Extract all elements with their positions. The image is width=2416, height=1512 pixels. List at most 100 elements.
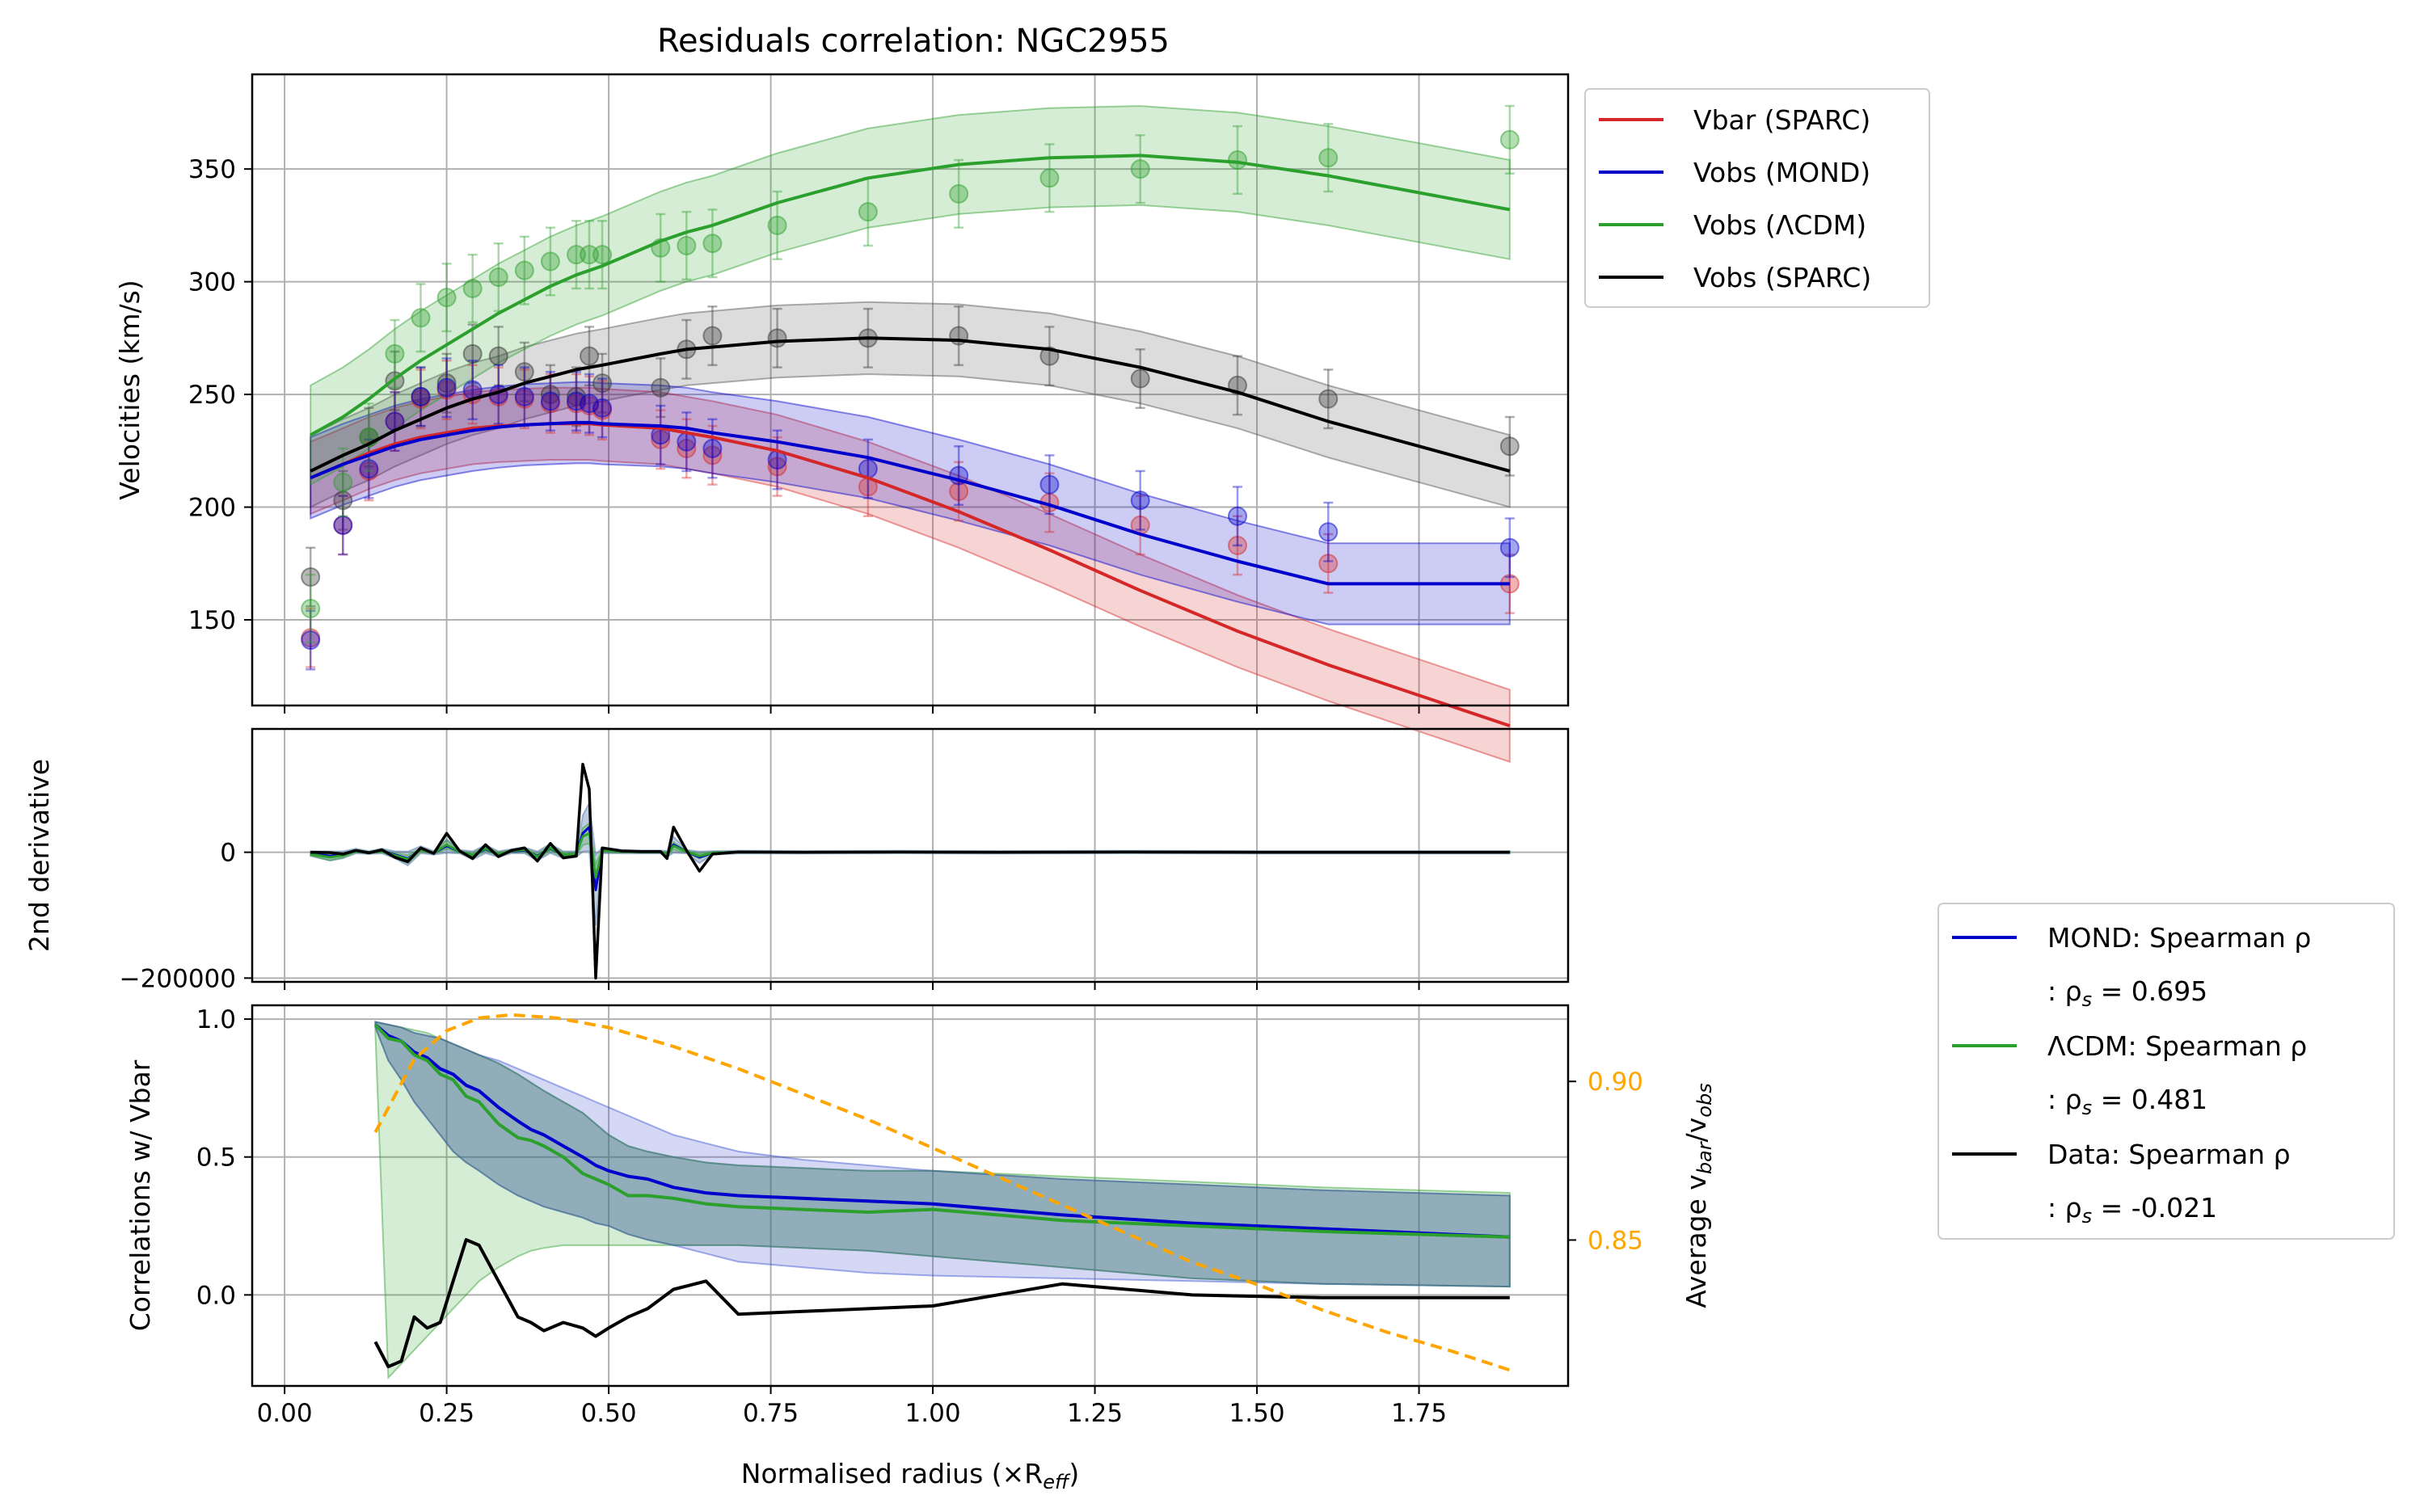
velocity-point [677,439,697,459]
velocity-ytick-label: 150 [188,606,236,635]
velocity-point [767,457,787,477]
derivative-band-mond [310,800,1511,925]
spearman-rho-value: = 0.695 [2092,975,2207,1007]
velocity-point [411,308,431,328]
velocity-point [488,346,508,366]
spearman-rho-value: = -0.021 [2092,1192,2217,1223]
velocity-point [1499,436,1520,457]
velocity-point [1227,150,1247,170]
spearman-legend-box [1937,903,2395,1240]
ratio-ytick-label: 0.90 [1587,1068,1643,1097]
correlation-xtick-label: 0.50 [581,1399,637,1428]
x-axis-label: Normalised radius (×Reff) [741,1458,1079,1493]
x-axis-label-sub: eff [1043,1471,1071,1493]
velocity-point [540,251,560,272]
spearman-rho: : ρ [2047,1084,2082,1115]
derivative-ylabel: 2nd derivative [23,759,55,952]
velocity-point [1318,522,1339,542]
velocity-ylabel: Velocities (km/s) [114,280,145,499]
velocity-point [767,328,787,348]
velocity-point [767,215,787,235]
velocity-point [488,267,508,288]
derivative-ytick-label: −200000 [120,964,236,993]
velocity-point [1039,168,1060,188]
velocity-point [462,343,483,364]
velocity-point [436,377,457,398]
velocity-point [1227,535,1247,555]
velocity-point [1130,369,1150,389]
ratio-ylabel: Average vbar/vobs [1680,1083,1716,1308]
velocity-point [858,202,878,222]
velocity-fit-line-1 [310,420,1510,586]
velocity-point [385,343,405,364]
velocity-legend-label: Vobs (MOND) [1693,157,1870,188]
correlation-line-data [373,1238,1510,1369]
spearman-rho-sub: s [2082,1097,2093,1119]
velocity-point [1130,159,1150,179]
velocity-point [462,278,483,298]
ratio-ylabel-part: obs [1693,1083,1716,1117]
velocity-point [1318,148,1339,168]
velocity-point [436,373,457,394]
velocity-point [301,599,321,619]
velocity-point [333,515,353,535]
correlation-ytick-label: 1.0 [196,1005,236,1034]
velocity-point [333,472,353,492]
velocity-point [1318,554,1339,574]
velocity-fit-line-3 [310,336,1511,473]
velocity-point [301,630,321,651]
velocity-point [1227,506,1247,526]
velocity-ytick-label: 350 [188,155,236,184]
velocity-point [592,245,613,265]
velocity-band-0 [310,386,1511,764]
velocity-point [677,432,697,452]
correlation-ylabel: Correlations w/ Vbar [124,1059,156,1331]
spearman-legend-title: MOND: Spearman ρ [2047,922,2311,954]
correlation-xtick-label: 1.00 [905,1399,961,1428]
velocity-point [1130,491,1150,511]
correlation-line-lcdm [373,1023,1510,1239]
spearman-legend-title: ΛCDM: Spearman ρ [2047,1030,2307,1062]
correlation-xtick-label: 1.25 [1067,1399,1123,1428]
velocity-point [949,183,969,204]
correlation-band-mond [374,1021,1511,1288]
correlation-line-mond [374,1023,1510,1239]
spearman-rho-value: = 0.481 [2092,1084,2207,1115]
velocity-point [677,235,697,255]
velocity-ytick-label: 300 [188,268,236,297]
velocity-legend-label: Vobs (SPARC) [1693,262,1871,293]
velocity-point [702,234,723,254]
velocity-legend: Vbar (SPARC) Vobs (MOND) Vobs (ΛCDM) Vobs (… [1584,88,1930,308]
chart-title: Residuals correlation: NGC2955 [657,23,1170,60]
velocity-point [702,445,723,465]
velocity-legend-label: Vobs (ΛCDM) [1693,209,1866,241]
velocity-point [702,439,723,459]
velocity-point [359,459,379,479]
spearman-rho: : ρ [2047,975,2082,1007]
second-derivative-panel: 0 −200000 2nd derivative [23,727,1570,993]
correlation-ytick-label: 0.5 [196,1143,236,1173]
x-axis-label-close: ) [1069,1458,1079,1489]
correlation-xtick-label: 1.75 [1391,1399,1447,1428]
velocity-point [580,346,600,366]
velocity-frame [251,73,1570,707]
spearman-legend-value: : ρs = -0.021 [2047,1192,2217,1228]
derivative-band-lcdm [310,822,1511,891]
velocity-point [592,373,613,394]
velocities-panel: 150 200 250 300 350 Velocities (km/s) [114,73,1570,764]
correlation-ytick-label: 0.0 [196,1281,236,1310]
velocity-point [702,326,723,346]
velocity-point [514,260,534,280]
correlation-xtick-label: 0.25 [419,1399,474,1428]
derivative-ytick-label: 0 [220,839,236,868]
velocity-point [411,386,431,406]
correlations-panel: 0.0 0.5 1.0 0.00 0.25 0.50 0.75 1.00 1.25 1.50 1.7… [124,1004,1716,1493]
velocity-point [651,377,671,398]
spearman-legend-title: Data: Spearman ρ [2047,1139,2291,1170]
velocity-point [1499,129,1520,150]
average-ratio-line [373,1013,1511,1372]
correlation-xtick-label: 1.50 [1229,1399,1285,1428]
derivative-line-data [310,762,1510,980]
